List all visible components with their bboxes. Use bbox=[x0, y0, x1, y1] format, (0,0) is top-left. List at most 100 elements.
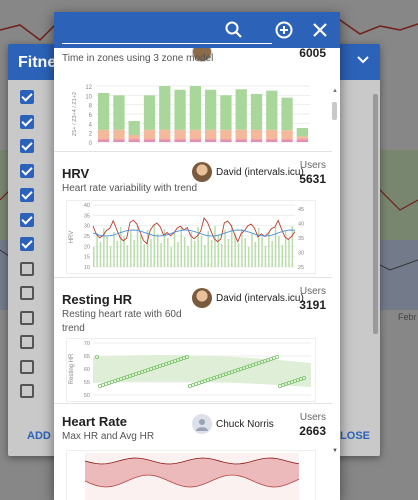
scroll-down-icon[interactable]: ▼ bbox=[332, 448, 338, 454]
chart-card-resting-hr[interactable]: Resting HR Resting heart rate with 60d t… bbox=[54, 278, 332, 404]
users-label: Users bbox=[299, 412, 326, 423]
y-tick-label: 20 bbox=[84, 244, 90, 250]
author-name: Chuck Norris bbox=[216, 418, 274, 430]
zone-bar bbox=[174, 129, 186, 140]
hrv-line bbox=[92, 217, 296, 245]
hrv-bar bbox=[143, 244, 145, 267]
card-title: Heart Rate bbox=[62, 414, 128, 429]
zone-bar bbox=[98, 139, 110, 142]
zone-bar bbox=[266, 139, 278, 142]
y-tick-label: 70 bbox=[84, 341, 90, 347]
y-tick-label: 4 bbox=[89, 122, 93, 128]
zone-bar bbox=[220, 95, 232, 130]
scroll-up-icon[interactable]: ▲ bbox=[332, 88, 338, 94]
zone-bar bbox=[281, 139, 293, 142]
hrv-bar bbox=[237, 243, 240, 267]
close-button[interactable]: LOSE bbox=[340, 430, 370, 442]
hrv-bar bbox=[119, 227, 122, 267]
fitness-dialog-title: Fitne bbox=[18, 54, 57, 71]
y-tick-label: 35 bbox=[84, 213, 90, 219]
checkbox[interactable] bbox=[20, 163, 34, 178]
search-field[interactable] bbox=[62, 18, 272, 44]
y-tick-label: 50 bbox=[84, 393, 90, 399]
hrv-bar bbox=[284, 231, 287, 267]
users-count: 3191 bbox=[299, 298, 326, 312]
hrv-bar bbox=[220, 244, 223, 267]
hrv-bar bbox=[197, 227, 199, 267]
hrv-bar bbox=[224, 230, 226, 267]
hrv-bar bbox=[257, 228, 260, 267]
card-description: Heart rate variability with trend bbox=[62, 183, 198, 194]
zone-bar bbox=[189, 129, 201, 140]
card-author: David (intervals.icu) bbox=[192, 162, 304, 182]
max-hr-line bbox=[84, 457, 300, 465]
hrv-bar bbox=[183, 237, 186, 267]
search-icon[interactable] bbox=[224, 20, 244, 40]
zone-bar bbox=[128, 121, 140, 135]
checkbox[interactable] bbox=[20, 384, 34, 398]
dialog-scrollbar[interactable] bbox=[373, 94, 378, 334]
zone-bar bbox=[281, 97, 293, 131]
modal-scrollbar[interactable]: ▲ ▼ bbox=[332, 88, 338, 458]
close-icon[interactable] bbox=[310, 20, 330, 40]
zone-bar bbox=[159, 129, 171, 140]
hrv-bar bbox=[109, 246, 112, 267]
hr-area bbox=[85, 458, 299, 487]
hrv-bar bbox=[264, 246, 267, 267]
avg-hr-line bbox=[84, 474, 300, 488]
hrv-bar bbox=[146, 230, 149, 267]
hrv-bar bbox=[153, 225, 156, 267]
zone-bar bbox=[159, 139, 171, 142]
hrv-bar bbox=[187, 246, 189, 267]
checkbox[interactable] bbox=[20, 335, 34, 349]
hrv-bar bbox=[227, 239, 230, 267]
zone-bar bbox=[98, 129, 110, 140]
hrv-bar bbox=[96, 233, 98, 267]
author-name: David (intervals.icu) bbox=[216, 166, 304, 178]
add-button[interactable]: ADD C bbox=[27, 430, 62, 442]
hrv-bar bbox=[204, 245, 206, 267]
zone-bar bbox=[143, 139, 156, 142]
chevron-down-icon[interactable] bbox=[356, 52, 370, 71]
y-tick-label: 10 bbox=[84, 265, 90, 271]
y-tick-label: 65 bbox=[84, 354, 90, 360]
hrv-bar bbox=[99, 242, 102, 267]
hrv-bar bbox=[271, 241, 273, 267]
checkbox[interactable] bbox=[20, 359, 34, 374]
zone-bar bbox=[220, 139, 232, 142]
y-tick-label-right: 30 bbox=[298, 251, 304, 257]
checkbox[interactable] bbox=[20, 188, 34, 202]
add-circle-icon[interactable] bbox=[274, 20, 294, 40]
users-label: Users bbox=[299, 160, 326, 171]
hrv-bar bbox=[130, 231, 132, 267]
modal-toolbar bbox=[54, 12, 340, 48]
y-tick-label-right: 40 bbox=[298, 222, 304, 228]
chart-picker-modal: 6005 Time in zones using 3 zone model 0 2… bbox=[54, 12, 340, 500]
checkbox[interactable] bbox=[20, 261, 34, 276]
checkbox[interactable] bbox=[20, 212, 34, 227]
zone-bar bbox=[266, 90, 278, 130]
checkbox-list bbox=[20, 90, 34, 409]
y-tick-label: 30 bbox=[84, 224, 90, 230]
hrv-bar bbox=[247, 247, 250, 267]
checkbox[interactable] bbox=[20, 114, 34, 129]
zone-bar bbox=[250, 129, 263, 140]
zone-bar bbox=[113, 95, 125, 130]
scroll-thumb[interactable] bbox=[332, 102, 337, 120]
hrv-bar bbox=[234, 234, 236, 267]
hrv-bar bbox=[160, 243, 162, 267]
chart-card-heart-rate[interactable]: Heart Rate Max HR and Avg HR Chuck Norri… bbox=[54, 404, 332, 500]
checkbox[interactable] bbox=[20, 90, 34, 104]
card-description: Resting heart rate with 60d trend bbox=[62, 309, 182, 334]
checkbox[interactable] bbox=[20, 310, 34, 325]
hrv-bar bbox=[244, 238, 246, 267]
checkbox[interactable] bbox=[20, 237, 34, 251]
chart-card-time-in-zones[interactable]: 6005 Time in zones using 3 zone model 0 2… bbox=[54, 48, 332, 152]
chart-card-hrv[interactable]: HRV Heart rate variability with trend Da… bbox=[54, 152, 332, 278]
chart-preview: 40 35 30 25 20 15 10 45 40 35 30 25 HRV bbox=[66, 200, 316, 274]
y-axis-label: Z5+ / Z3+4 / Z1+2 bbox=[72, 92, 78, 136]
card-description: Time in zones using 3 zone model bbox=[62, 53, 214, 64]
checkbox[interactable] bbox=[20, 286, 34, 300]
checkbox[interactable] bbox=[20, 139, 34, 153]
y-tick-label: 55 bbox=[84, 380, 90, 386]
